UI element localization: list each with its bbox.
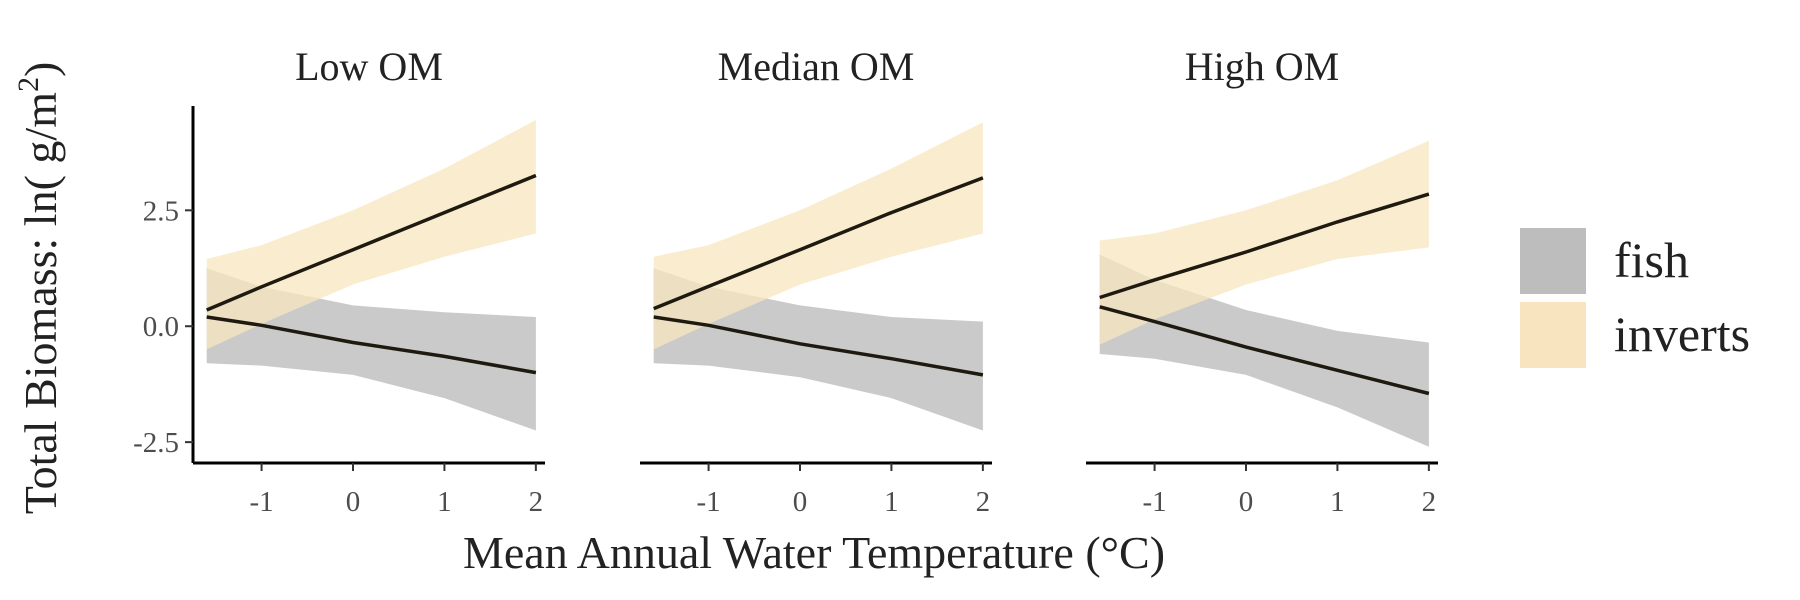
fish-line xyxy=(1099,305,1430,396)
panel-title: High OM xyxy=(1185,44,1339,89)
legend-item-inverts: inverts xyxy=(1520,302,1750,368)
x-tick-label: 2 xyxy=(529,486,544,518)
x-tick-label: 2 xyxy=(1422,486,1437,518)
y-axis-title-superscript: 2 xyxy=(12,77,45,92)
panel-title: Low OM xyxy=(295,44,443,89)
inverts-confidence-band xyxy=(1099,140,1429,345)
inverts-line xyxy=(206,173,537,312)
panel-title: Median OM xyxy=(718,44,915,89)
panel-1: Low OM -1 0 1 2 -2.5 0.0 2.5 xyxy=(133,44,545,518)
legend-label: inverts xyxy=(1614,306,1750,362)
fish-line xyxy=(206,315,537,375)
legend-label: fish xyxy=(1614,232,1689,288)
x-axis-title: Mean Annual Water Temperature (°C) xyxy=(463,527,1165,578)
y-axis-title: Total Biomass: ln( g/m2) xyxy=(12,62,66,515)
x-tick-label: 0 xyxy=(793,486,808,518)
fish-line xyxy=(653,315,984,377)
x-tick-label: 1 xyxy=(884,486,899,518)
panel-3: High OM -1 0 1 2 xyxy=(1086,44,1438,518)
panel-2: Median OM -1 0 1 2 xyxy=(640,44,992,518)
inverts-line xyxy=(653,176,984,311)
x-tick-label: -1 xyxy=(1142,486,1166,518)
legend: fish inverts xyxy=(1520,228,1750,368)
x-tick-label: -1 xyxy=(249,486,273,518)
y-tick-label: -2.5 xyxy=(133,427,179,459)
inverts-confidence-band xyxy=(206,119,536,350)
y-axis-title-close: ) xyxy=(15,62,66,77)
legend-swatch xyxy=(1520,228,1586,294)
legend-item-fish: fish xyxy=(1520,228,1689,294)
y-tick-label: 0.0 xyxy=(143,311,179,343)
x-tick-label: 0 xyxy=(1239,486,1254,518)
x-tick-label: 1 xyxy=(437,486,452,518)
inverts-confidence-band xyxy=(653,122,983,350)
inverts-line xyxy=(1099,192,1430,300)
y-axis-title-main: Total Biomass: ln( g/m xyxy=(15,92,66,514)
y-tick-label: 2.5 xyxy=(143,195,179,227)
x-tick-label: 1 xyxy=(1330,486,1345,518)
x-tick-label: 2 xyxy=(976,486,991,518)
legend-swatch xyxy=(1520,302,1586,368)
x-tick-label: -1 xyxy=(696,486,720,518)
x-tick-label: 0 xyxy=(346,486,361,518)
